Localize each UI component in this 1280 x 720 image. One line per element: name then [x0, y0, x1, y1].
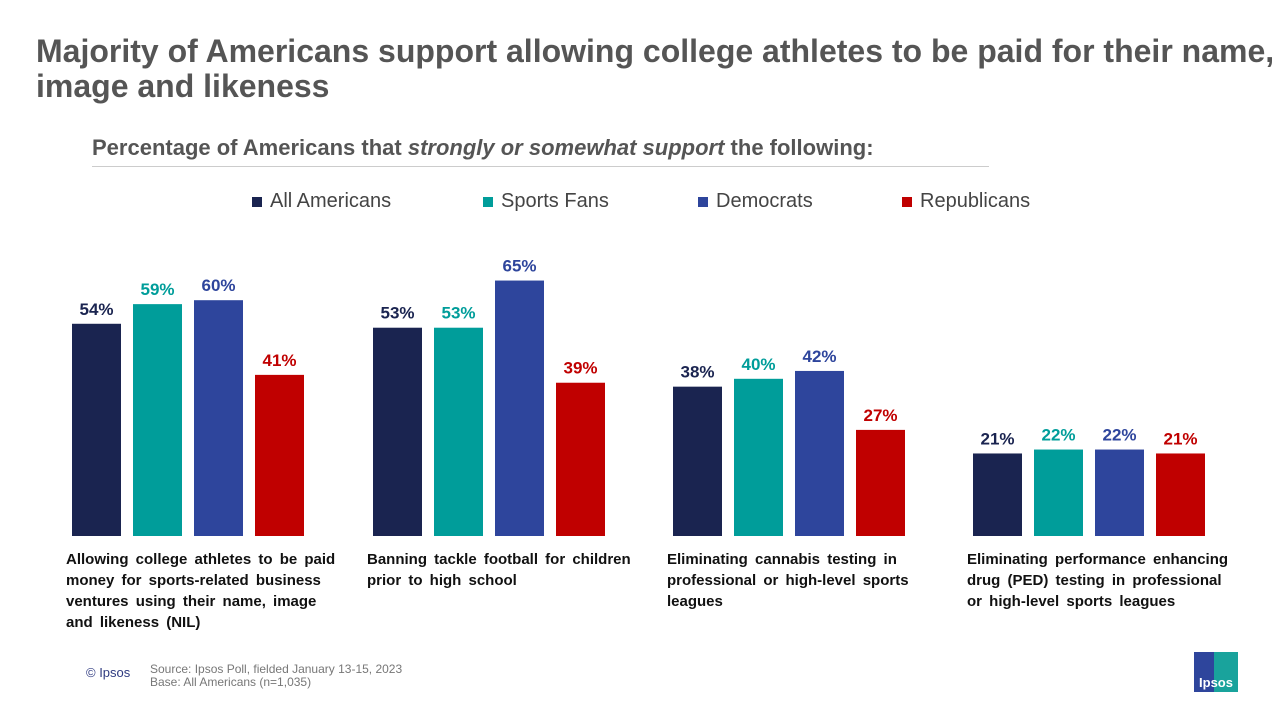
bar	[495, 280, 544, 536]
data-label: 22%	[1041, 426, 1075, 445]
bar	[72, 323, 121, 536]
category-label: Eliminating performance enhancing drug (…	[967, 551, 1229, 610]
data-label: 21%	[980, 429, 1014, 448]
subtitle-emphasis: strongly or somewhat support	[407, 135, 725, 160]
legend-swatch	[698, 196, 708, 207]
source-text: Source: Ipsos Poll, fielded January 13-1…	[150, 662, 403, 676]
legend-item: Sports Fans	[483, 190, 609, 213]
category-label: Eliminating cannabis testing in professi…	[667, 551, 909, 610]
data-label: 41%	[262, 351, 296, 370]
legend-label: Republicans	[920, 190, 1031, 212]
category-label: Banning tackle football for children pri…	[367, 551, 631, 589]
subtitle-pre: Percentage of Americans that	[92, 135, 408, 160]
legend-label: All Americans	[270, 190, 392, 212]
data-label: 59%	[140, 280, 174, 299]
base-text: Base: All Americans (n=1,035)	[150, 675, 312, 689]
data-label: 38%	[680, 363, 714, 382]
subtitle-post: the following:	[724, 135, 874, 160]
chart-subtitle: Percentage of Americans that strongly or…	[92, 135, 874, 161]
category-label: Allowing college athletes to be paid mon…	[66, 551, 336, 631]
data-label: 22%	[1102, 426, 1136, 445]
bar	[194, 300, 243, 536]
ipsos-logo: Ipsos	[1194, 652, 1238, 692]
legend-label: Democrats	[716, 190, 813, 212]
data-label: 53%	[380, 304, 414, 323]
bar	[1156, 453, 1205, 536]
source-note: Source: Ipsos Poll, fielded January 13-1…	[150, 663, 402, 689]
divider	[92, 166, 989, 167]
bar	[556, 382, 605, 536]
bar	[734, 378, 783, 536]
data-label: 60%	[201, 276, 235, 295]
legend-item: Republicans	[902, 190, 1030, 213]
data-label: 42%	[802, 347, 836, 366]
page-title: Majority of Americans support allowing c…	[36, 33, 1275, 104]
bar	[373, 327, 422, 536]
data-label: 54%	[79, 300, 113, 319]
legend-item: Democrats	[698, 190, 813, 213]
legend-swatch	[483, 196, 493, 207]
data-label: 21%	[1163, 429, 1197, 448]
legend-item: All Americans	[252, 190, 391, 213]
bar	[673, 386, 722, 536]
data-label: 65%	[502, 257, 536, 276]
data-label: 40%	[741, 355, 775, 374]
bar	[255, 374, 304, 536]
bar	[434, 327, 483, 536]
data-label: 53%	[441, 304, 475, 323]
bar	[133, 304, 182, 536]
legend-swatch	[252, 196, 262, 207]
copyright: © Ipsos	[86, 665, 131, 680]
bar	[856, 429, 905, 536]
data-label: 27%	[863, 406, 897, 425]
bar	[1034, 449, 1083, 536]
legend: All Americans Sports Fans Democrats Republi…	[0, 190, 1280, 214]
legend-label: Sports Fans	[501, 190, 609, 212]
bar	[973, 453, 1022, 536]
data-label: 39%	[563, 359, 597, 378]
legend-swatch	[902, 196, 912, 207]
bar	[1095, 449, 1144, 536]
bar	[795, 370, 844, 536]
